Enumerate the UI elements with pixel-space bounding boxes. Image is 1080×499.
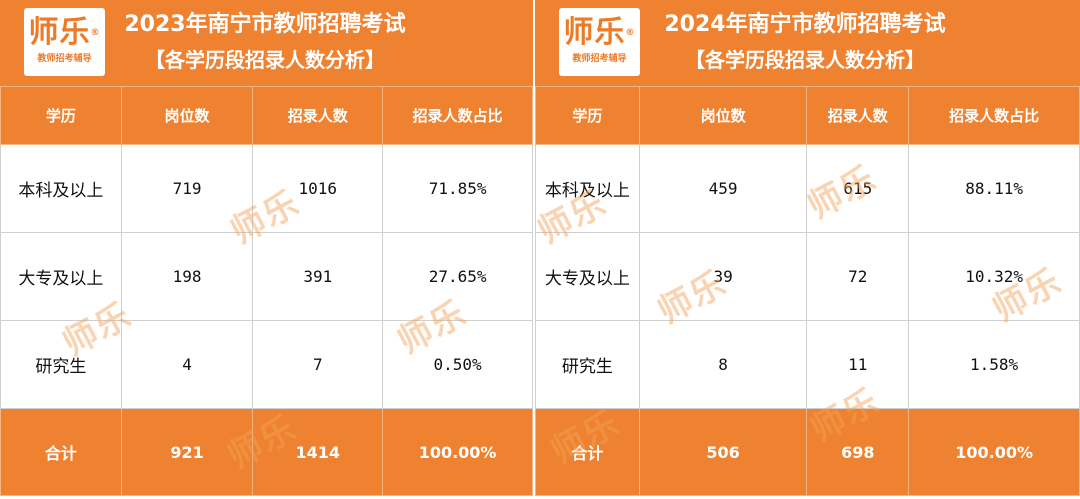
title-line-2: 【各学历段招录人数分析】: [685, 48, 925, 72]
table-cell: 11: [806, 320, 910, 409]
table-total-row: 合计 506 698 100.00%: [535, 408, 1080, 496]
enrollment-table-2024: 学历 岗位数 招录人数 招录人数占比 本科及以上 459 615 88.11% …: [535, 86, 1080, 496]
table-cell: 8: [638, 320, 808, 409]
table-row: 本科及以上 719 1016 71.85%: [0, 144, 533, 233]
header-cell: 学历: [535, 86, 640, 145]
total-cell: 100.00%: [382, 408, 533, 496]
total-cell: 100.00%: [908, 408, 1080, 496]
brand-logo-mark: 师乐®: [28, 15, 101, 50]
header-cell: 招录人数占比: [382, 86, 533, 145]
total-cell: 921: [120, 408, 254, 496]
enrollment-table-2023: 学历 岗位数 招录人数 招录人数占比 本科及以上 719 1016 71.85%…: [0, 86, 533, 496]
table-cell: 391: [252, 232, 384, 321]
table-cell: 198: [120, 232, 254, 321]
table-cell: 7: [252, 320, 384, 409]
table-cell: 88.11%: [908, 144, 1080, 233]
table-cell: 39: [638, 232, 808, 321]
table-cell: 1016: [252, 144, 384, 233]
table-cell: 本科及以上: [0, 144, 122, 233]
table-header-row: 学历 岗位数 招录人数 招录人数占比: [535, 86, 1080, 145]
table-cell: 大专及以上: [535, 232, 640, 321]
panel-2024: 师乐® 教师招考辅导 2024年南宁市教师招聘考试 【各学历段招录人数分析】 学…: [535, 0, 1080, 499]
title-line-1: 2023年南宁市教师招聘考试: [124, 12, 406, 37]
brand-logo: 师乐® 教师招考辅导: [24, 8, 105, 76]
table-row: 研究生 8 11 1.58%: [535, 320, 1080, 409]
panel-title: 2024年南宁市教师招聘考试 【各学历段招录人数分析】: [655, 10, 955, 76]
title-line-1: 2024年南宁市教师招聘考试: [664, 12, 946, 37]
table-cell: 10.32%: [908, 232, 1080, 321]
title-line-2: 【各学历段招录人数分析】: [145, 48, 385, 72]
table-cell: 71.85%: [382, 144, 533, 233]
header-cell: 岗位数: [638, 86, 808, 145]
table-row: 大专及以上 39 72 10.32%: [535, 232, 1080, 321]
total-cell: 506: [638, 408, 808, 496]
table-cell: 72: [806, 232, 910, 321]
panel-header: 师乐® 教师招考辅导 2024年南宁市教师招聘考试 【各学历段招录人数分析】: [535, 0, 1080, 87]
brand-tagline: 教师招考辅导: [572, 54, 627, 64]
panel-2023: 师乐® 教师招考辅导 2023年南宁市教师招聘考试 【各学历段招录人数分析】 学…: [0, 0, 535, 499]
table-cell: 615: [806, 144, 910, 233]
table-cell: 459: [638, 144, 808, 233]
table-cell: 研究生: [535, 320, 640, 409]
total-cell: 合计: [0, 408, 122, 496]
table-row: 大专及以上 198 391 27.65%: [0, 232, 533, 321]
table-header-row: 学历 岗位数 招录人数 招录人数占比: [0, 86, 533, 145]
panel-header: 师乐® 教师招考辅导 2023年南宁市教师招聘考试 【各学历段招录人数分析】: [0, 0, 533, 87]
table-cell: 研究生: [0, 320, 122, 409]
table-row: 本科及以上 459 615 88.11%: [535, 144, 1080, 233]
table-cell: 27.65%: [382, 232, 533, 321]
table-cell: 1.58%: [908, 320, 1080, 409]
header-cell: 招录人数: [252, 86, 384, 145]
header-cell: 招录人数: [806, 86, 910, 145]
table-cell: 4: [120, 320, 254, 409]
table-total-row: 合计 921 1414 100.00%: [0, 408, 533, 496]
brand-logo-mark: 师乐®: [563, 15, 636, 50]
brand-logo: 师乐® 教师招考辅导: [559, 8, 640, 76]
table-row: 研究生 4 7 0.50%: [0, 320, 533, 409]
table-cell: 719: [120, 144, 254, 233]
header-cell: 招录人数占比: [908, 86, 1080, 145]
total-cell: 合计: [535, 408, 640, 496]
header-cell: 学历: [0, 86, 122, 145]
table-cell: 本科及以上: [535, 144, 640, 233]
brand-tagline: 教师招考辅导: [37, 54, 92, 64]
panel-title: 2023年南宁市教师招聘考试 【各学历段招录人数分析】: [115, 10, 415, 76]
table-cell: 大专及以上: [0, 232, 122, 321]
header-cell: 岗位数: [120, 86, 254, 145]
table-cell: 0.50%: [382, 320, 533, 409]
total-cell: 1414: [252, 408, 384, 496]
total-cell: 698: [806, 408, 910, 496]
